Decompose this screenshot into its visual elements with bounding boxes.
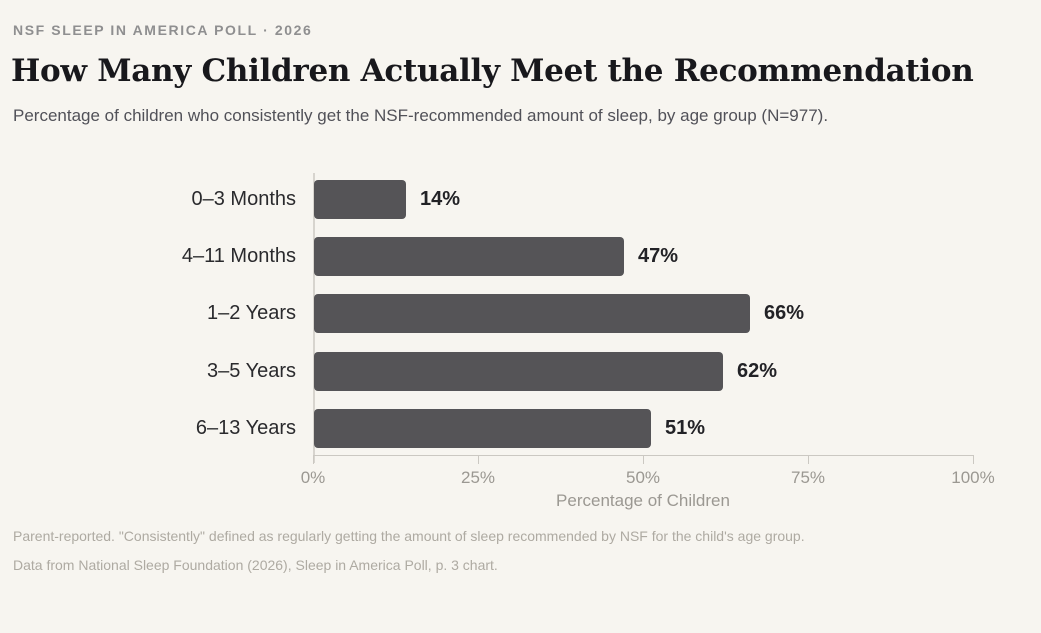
category-label: 6–13 Years — [195, 417, 296, 439]
page-title: How Many Children Actually Meet the Reco… — [11, 53, 974, 89]
bar — [314, 237, 624, 276]
value-label: 14% — [420, 188, 461, 210]
x-tick-label: 25% — [460, 468, 496, 487]
bar — [314, 180, 406, 219]
x-tick-mark — [478, 455, 479, 464]
x-tick-mark — [808, 455, 809, 464]
value-label: 51% — [665, 417, 706, 439]
x-tick-label: 50% — [625, 468, 661, 487]
footnote-definition: Parent-reported. "Consistently" defined … — [13, 528, 805, 544]
value-label: 62% — [737, 360, 778, 382]
x-tick-mark — [973, 455, 974, 464]
kicker: NSF SLEEP IN AMERICA POLL · 2026 — [13, 22, 313, 38]
bar — [314, 294, 750, 333]
x-tick-label: 100% — [951, 468, 995, 487]
category-label: 0–3 Months — [191, 188, 296, 210]
category-label: 4–11 Months — [181, 245, 296, 267]
x-tick-label: 0% — [300, 468, 326, 487]
bar — [314, 352, 723, 391]
category-label: 1–2 Years — [207, 302, 296, 324]
category-label: 3–5 Years — [207, 360, 296, 382]
value-label: 66% — [764, 302, 805, 324]
bar — [314, 409, 651, 448]
footnote-source: Data from National Sleep Foundation (202… — [13, 557, 498, 573]
x-tick-mark — [313, 455, 314, 464]
value-label: 47% — [638, 245, 679, 267]
x-axis-title: Percentage of Children — [556, 491, 730, 510]
chart-subtitle: Percentage of children who consistently … — [13, 106, 829, 125]
x-tick-mark — [643, 455, 644, 464]
x-tick-label: 75% — [790, 468, 826, 487]
